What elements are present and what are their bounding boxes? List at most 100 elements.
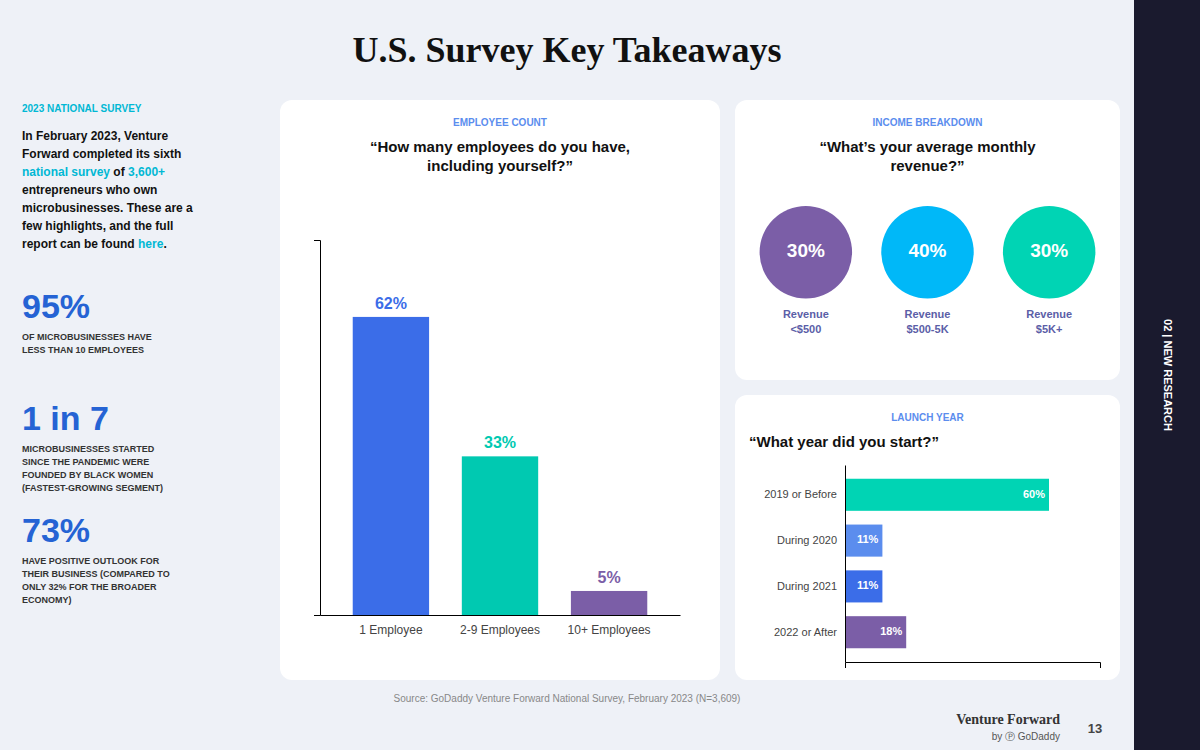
panel [735,100,1120,380]
tick: 2019 or Before [764,488,837,500]
stat-description-line: FOUNDED BY BLACK WOMEN [22,470,153,480]
data-label: 62% [375,295,407,312]
survey-label-line: 2023 NATIONAL SURVEY [22,103,142,114]
bar [845,570,882,602]
category-label: Revenue $500-5K [905,308,951,335]
data-label: 11% [857,579,879,591]
category-label: Revenue <$500 [783,308,829,335]
section-label: LAUNCH YEAR [891,412,964,423]
stat-description-line: HAVE POSITIVE OUTLOOK FOR [22,556,160,566]
question-line: “How many employees do you have, [370,138,630,155]
data-label: 5% [598,569,621,586]
category-label-line: $5K+ [1036,323,1063,335]
bubble [1003,206,1095,298]
tick-label: During 2020 [777,534,837,546]
panel [735,395,1120,680]
bar [353,317,429,615]
stat-description-line: OF MICROBUSINESSES HAVE [22,332,152,342]
intro-text: . [163,237,166,251]
tick: 2-9 Employees [460,623,540,637]
bar [845,479,1049,511]
intro-text: of [110,165,128,179]
intro-text-line: of [110,165,128,179]
bars [845,479,1049,649]
bar [462,456,538,615]
axis-line [845,466,846,663]
intro-text-line: here [138,237,164,251]
bubble [881,206,973,298]
axis-line [314,241,321,616]
chart-panel: EMPLOYEE COUNT“How many employees do you… [280,100,720,680]
tick-label: 10+ Employees [568,623,651,637]
intro-text: entrepreneurs who own microbusinesses. Th… [22,183,193,251]
title: U.S. Survey Key Takeaways [352,30,781,70]
chart-panel: INCOME BREAKDOWN “What’s your average mon… [735,100,1120,380]
intro-text-line: national survey [22,165,110,179]
panel [280,100,720,680]
category-label-line: $500-5K [906,323,948,335]
tick-label: 1 Employee [359,623,423,637]
question-line: “What’s your average monthly [819,138,1036,155]
chart-panel: LAUNCH YEAR “What year did you start?” 60%… [735,395,1120,680]
y-axis: 2019 or BeforeDuring 2020During 20212022… [764,466,845,663]
category-label-line: Revenue [1026,308,1072,320]
category-label-line: Revenue [783,308,829,320]
intro-text: 3,600+ [128,165,165,179]
footer-byline: by Ⓟ GoDaddy [992,731,1060,742]
x-axis [846,663,1101,669]
left-panel: 2023 NATIONAL SURVEY In February 2023, Ve… [22,103,193,605]
stat-number: 73% [22,511,90,549]
page: 02 | NEW RESEARCH U.S. Survey Key Takeawa… [0,0,1200,750]
data-label: 30% [1030,240,1068,261]
stat-description-line: MICROBUSINESSES STARTED [22,444,155,454]
data-label: 18% [880,625,902,637]
data-label: 60% [1023,488,1045,500]
footer-brand: Venture Forward [956,712,1060,727]
axis-line [321,615,681,616]
sidebar-text: 02 | NEW RESEARCH [1162,319,1174,431]
question-line: “What year did you start?” [749,433,939,450]
intro-text: In February 2023, VentureForward complet… [22,129,181,161]
stat-description-line: LESS THAN 10 EMPLOYEES [22,345,144,355]
stat-number: 1 in 7 [22,399,109,437]
tick-label: 2-9 Employees [460,623,540,637]
tick: 1 Employee [359,623,423,637]
background [0,0,1200,750]
question-line: revenue?” [890,157,964,174]
stat-description: OF MICROBUSINESSES HAVE LESS THAN 10 EMPL… [22,332,152,355]
section-label: INCOME BREAKDOWN [873,117,983,128]
sidebar [1134,0,1200,750]
bubbles [760,206,1096,298]
bubble [760,206,852,298]
bar [845,525,882,557]
y-axis [314,241,321,616]
tick-label: During 2021 [777,580,837,592]
intro-text-line: 3,600+ [128,165,165,179]
survey-label: 2023 NATIONAL SURVEY [22,103,142,114]
stat-description-line: (FASTEST-GROWING SEGMENT) [22,483,163,493]
data-label: 30% [787,240,825,261]
category-label-line: <$500 [790,323,821,335]
question: “What’s your average monthly revenue?” [819,138,1036,174]
intro-text-line: entrepreneurs who own [22,183,157,197]
stat-description-line: SINCE THE PANDEMIC WERE [22,457,149,467]
x-axis: 1 Employee 2-9 Employees 10+ Employees [321,616,681,637]
bars [353,317,648,615]
bar [571,591,647,615]
footer-page: 13 [1088,721,1102,736]
axis-line [846,663,1101,669]
intro-text: here [138,237,164,251]
source: Source: GoDaddy Venture Forward National… [394,693,741,704]
intro-text-line: . [163,237,166,251]
tick: During 2021 [777,580,837,592]
data-label: 33% [484,434,516,451]
intro-text-line: microbusinesses. These are a [22,201,193,215]
category-label-line: Revenue [905,308,951,320]
intro-text-line: report can be found [22,237,138,251]
question: “What year did you start?” [749,433,939,450]
stat-description-line: THEIR BUSINESS (COMPARED TO [22,569,170,579]
data-label: 40% [908,240,946,261]
stat-description-line: ONLY 32% FOR THE BROADER [22,582,157,592]
intro-text-line: In February 2023, Venture [22,129,168,143]
stat-number: 95% [22,287,90,325]
